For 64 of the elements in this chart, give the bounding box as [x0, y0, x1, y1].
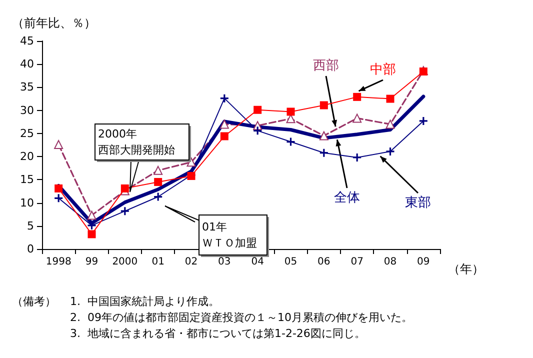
y-tick-label: 40 [20, 58, 34, 71]
point [254, 106, 262, 114]
point [87, 210, 96, 220]
y-tick-label: 35 [20, 80, 34, 94]
point [154, 166, 163, 175]
y-tick-label: 20 [20, 150, 34, 164]
x-tick-label: 01 [152, 256, 164, 268]
text: 3. 地域に含まれる省・都市については第1-2-26図に同じ。 [70, 327, 366, 340]
text: 全体 [334, 190, 360, 206]
point [120, 207, 129, 216]
x-tick-label: 03 [218, 256, 231, 268]
point [88, 230, 96, 238]
point [286, 108, 295, 116]
x-tick-label: 08 [384, 256, 397, 268]
y-axis-title: （前年比、％） [12, 16, 96, 30]
point [54, 194, 63, 202]
x-tick-label: 2000 [112, 256, 138, 268]
x-tick-label: 07 [350, 256, 364, 268]
x-tick-label: 09 [417, 256, 430, 268]
point [220, 132, 228, 140]
text: 西部 [313, 58, 339, 74]
text: 東部 [405, 196, 431, 210]
annotation: 西部大開発開始 [98, 144, 175, 156]
point [220, 94, 228, 102]
annotation: 2000年 [98, 128, 137, 140]
point [353, 153, 362, 162]
point [220, 120, 229, 129]
y-tick-label: 30 [20, 104, 34, 117]
x-tick-label: 06 [318, 256, 330, 268]
y-tick-label: 5 [27, 219, 34, 232]
y-tick-label: 15 [20, 173, 34, 186]
annotation: 01年 [202, 220, 227, 234]
y-tick-label: 10 [20, 196, 34, 210]
point [352, 114, 362, 123]
text: （備考） [12, 295, 56, 308]
point [320, 101, 328, 110]
annotation: ＷＴＯ加盟 [202, 236, 257, 250]
y-tick-label: 0 [27, 242, 34, 256]
point [286, 138, 295, 146]
text: 2. 09年の値は都市部固定資産投資の１～10月累積の伸びを用いた。 [70, 311, 412, 324]
x-tick-label: 05 [284, 256, 298, 268]
point [353, 92, 362, 101]
point [54, 140, 64, 150]
point [320, 148, 328, 157]
point [254, 126, 262, 135]
x-tick-label: 1998 [46, 256, 72, 268]
point [386, 94, 394, 103]
point [419, 68, 428, 76]
point [386, 120, 395, 129]
y-tick-label: 45 [20, 34, 34, 48]
x-tick-label: 02 [184, 256, 198, 268]
x-tick-label: 04 [251, 256, 264, 268]
series-label: 中部 [370, 62, 396, 78]
x-axis-title: （年） [448, 262, 484, 276]
x-tick-label: 99 [85, 256, 98, 268]
point [154, 192, 162, 201]
point [419, 116, 428, 125]
point [154, 178, 162, 186]
y-tick-label: 25 [20, 126, 34, 140]
point [319, 131, 328, 140]
point [54, 184, 63, 192]
text: 1. 中国国家統計局より作成。 [70, 295, 220, 308]
point [386, 147, 394, 156]
point [120, 184, 129, 192]
